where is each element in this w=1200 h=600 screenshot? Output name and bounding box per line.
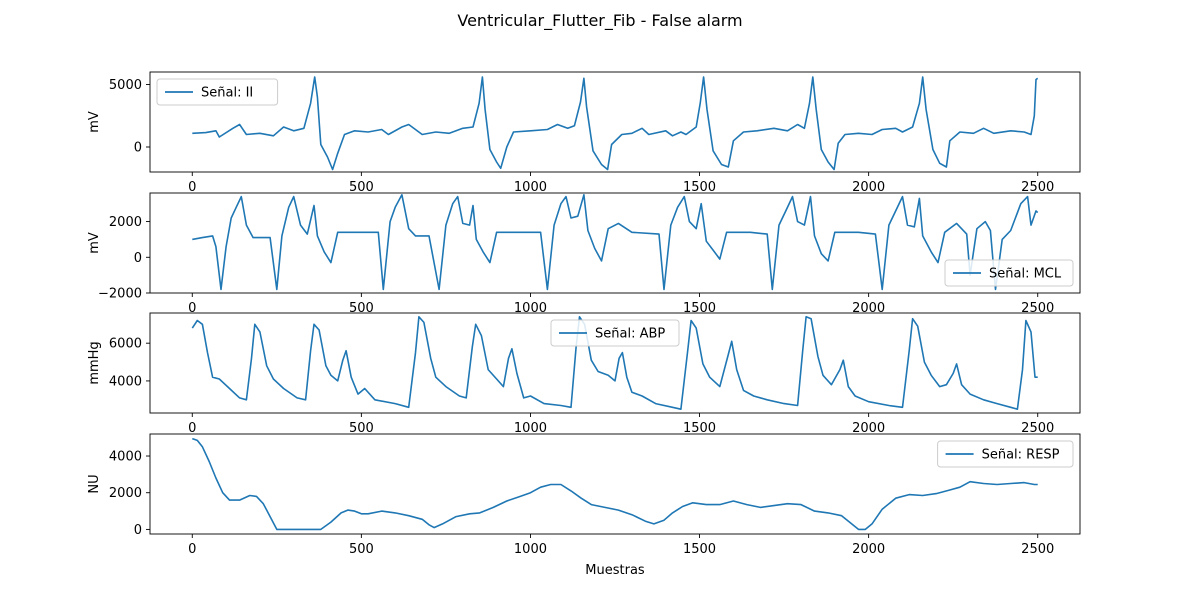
x-axis-label: Muestras bbox=[585, 563, 645, 578]
legend-box bbox=[944, 259, 1074, 287]
x-tick-label: 2000 bbox=[852, 301, 885, 316]
y-axis-label: mmHg bbox=[87, 341, 102, 384]
legend-label: Señal: RESP bbox=[982, 448, 1060, 463]
legend: Señal: ABP bbox=[550, 319, 680, 347]
axes-frame bbox=[149, 71, 1081, 173]
x-tick-label: 500 bbox=[349, 180, 374, 195]
y-tick-label: 2000 bbox=[109, 486, 142, 501]
y-tick-label: 0 bbox=[134, 251, 142, 266]
legend-box bbox=[156, 78, 279, 106]
x-tick-label: 0 bbox=[188, 542, 196, 557]
x-tick-label: 2000 bbox=[852, 180, 885, 195]
y-tick-label: 0 bbox=[134, 141, 142, 156]
x-tick-label: 1000 bbox=[514, 542, 547, 557]
x-tick-label: 2500 bbox=[1021, 421, 1054, 436]
x-tick-label: 2500 bbox=[1021, 180, 1054, 195]
y-tick-label: 4000 bbox=[109, 374, 142, 389]
x-tick-label: 1500 bbox=[683, 542, 716, 557]
series-line bbox=[191, 316, 1038, 410]
y-tick-label: 4000 bbox=[109, 450, 142, 465]
subplot-3: 0 500 1000 1500 2000 2500 4000 6000 mmHg Señal: A… bbox=[87, 312, 1081, 436]
y-axis-label: NU bbox=[87, 474, 102, 493]
x-tick-label: 500 bbox=[349, 542, 374, 557]
x-tick-label: 500 bbox=[349, 301, 374, 316]
legend-label: Señal: MCL bbox=[989, 267, 1062, 282]
x-tick-label: 500 bbox=[349, 421, 374, 436]
legend-box bbox=[550, 319, 680, 347]
legend-label: Señal: ABP bbox=[595, 327, 665, 342]
x-tick-label: 1000 bbox=[514, 421, 547, 436]
x-tick-label: 0 bbox=[188, 301, 196, 316]
series-line bbox=[192, 194, 1039, 291]
legend: Señal: MCL bbox=[944, 259, 1074, 287]
y-tick-label: 6000 bbox=[109, 337, 142, 352]
x-tick-label: 2000 bbox=[852, 421, 885, 436]
x-tick-label: 0 bbox=[188, 421, 196, 436]
axes-frame bbox=[149, 312, 1081, 414]
x-tick-label: 1000 bbox=[514, 301, 547, 316]
axes-frame bbox=[149, 192, 1081, 294]
x-tick-label: 0 bbox=[188, 180, 196, 195]
y-axis-label: mV bbox=[87, 111, 102, 133]
subplot-2: 0 500 1000 1500 2000 2500 −2000 0 2000 mV Señal: M… bbox=[87, 192, 1081, 316]
legend: Señal: RESP bbox=[937, 440, 1074, 468]
legend: Señal: II bbox=[156, 78, 279, 106]
x-tick-label: 2500 bbox=[1021, 542, 1054, 557]
legend-label: Señal: II bbox=[201, 86, 253, 101]
y-tick-label: −2000 bbox=[98, 287, 142, 302]
x-tick-label: 2000 bbox=[852, 542, 885, 557]
figure-title: Ventricular_Flutter_Fib - False alarm bbox=[457, 11, 742, 31]
x-tick-label: 2500 bbox=[1021, 301, 1054, 316]
subplot-1: 0 500 1000 1500 2000 2500 0 5000 mV Señal: II bbox=[87, 71, 1081, 195]
x-tick-label: 1500 bbox=[683, 301, 716, 316]
y-tick-label: 2000 bbox=[109, 215, 142, 230]
series-line bbox=[192, 76, 1039, 171]
y-axis-label: mV bbox=[87, 232, 102, 254]
x-tick-label: 1500 bbox=[683, 421, 716, 436]
y-tick-label: 5000 bbox=[109, 78, 142, 93]
x-tick-label: 1500 bbox=[683, 180, 716, 195]
series-line bbox=[192, 437, 1038, 531]
y-tick-label: 0 bbox=[134, 523, 142, 538]
legend-box bbox=[937, 440, 1074, 468]
axes-frame bbox=[149, 433, 1081, 535]
x-tick-label: 1000 bbox=[514, 180, 547, 195]
subplot-4: 0 500 1000 1500 2000 2500 0 2000 4000 NU Muestras S… bbox=[87, 433, 1081, 578]
